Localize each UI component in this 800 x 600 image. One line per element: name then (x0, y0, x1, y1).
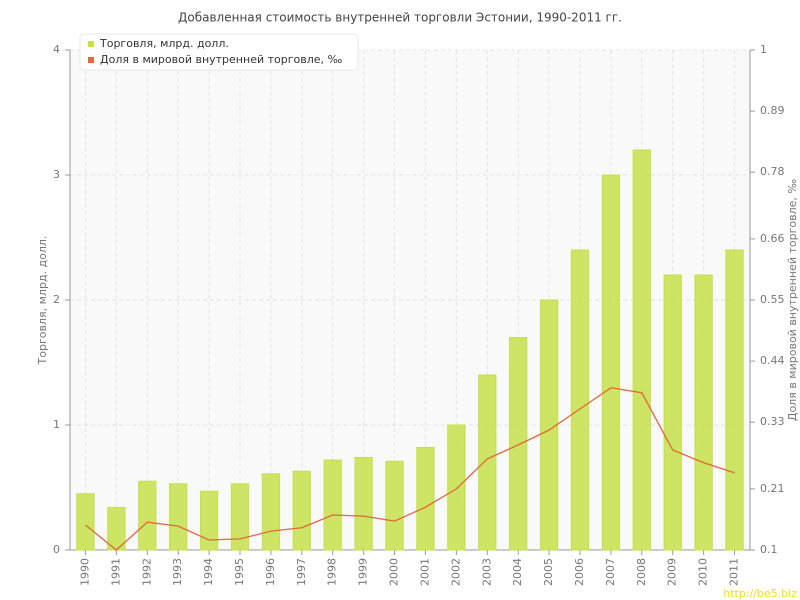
x-tick-label: 1991 (109, 558, 122, 586)
legend-swatch (88, 57, 94, 63)
bar (323, 459, 342, 551)
y2-tick-label: 0.78 (760, 165, 785, 178)
y-axis-label: Торговля, млрд. долл. (36, 236, 49, 366)
bar (199, 490, 219, 551)
x-tick-label: 1998 (326, 558, 339, 586)
bar (107, 507, 126, 551)
bar (292, 470, 311, 551)
bar (725, 249, 744, 551)
x-tick-label: 2005 (542, 558, 555, 586)
y2-tick-label: 0.44 (760, 354, 785, 367)
y-tick-label: 4 (53, 43, 60, 56)
y-tick-label: 0 (53, 543, 60, 556)
bar (416, 447, 435, 551)
x-tick-label: 1997 (295, 558, 308, 586)
y2-tick-label: 0.1 (760, 543, 778, 556)
bar (169, 483, 188, 551)
y2-axis-label: Доля в мировой внутренней торговле, ‰ (786, 179, 799, 422)
x-tick-label: 2000 (388, 558, 401, 586)
x-tick-label: 2010 (697, 558, 710, 586)
bar (138, 480, 157, 551)
bar (509, 337, 528, 551)
chart-title: Добавленная стоимость внутренней торговл… (178, 11, 622, 25)
bar (230, 483, 250, 551)
y2-tick-label: 0.21 (760, 482, 785, 495)
legend-box (79, 33, 359, 71)
bar (539, 299, 559, 551)
x-tick-label: 1990 (78, 558, 91, 586)
x-tick-label: 2006 (573, 558, 586, 586)
x-tick-label: 1996 (264, 558, 277, 586)
bar (385, 460, 404, 551)
bar (354, 457, 373, 551)
bar (570, 249, 590, 551)
x-tick-label: 2004 (511, 558, 524, 586)
y2-tick-label: 1 (760, 43, 767, 56)
bar (694, 274, 713, 551)
x-tick-label: 2009 (666, 558, 679, 586)
y-tick-label: 1 (53, 418, 60, 431)
legend-label: Торговля, млрд. долл. (99, 37, 229, 50)
x-tick-label: 2001 (418, 558, 431, 586)
x-tick-label: 2002 (449, 558, 462, 586)
x-tick-label: 1992 (140, 558, 153, 586)
y-tick-label: 2 (53, 293, 60, 306)
x-tick-label: 2011 (728, 558, 741, 586)
y2-tick-label: 0.55 (760, 293, 785, 306)
bar (261, 473, 281, 551)
x-tick-label: 1993 (171, 558, 184, 586)
legend-label: Доля в мировой внутренней торговле, ‰ (100, 53, 343, 66)
x-tick-label: 1999 (357, 558, 370, 586)
bar (76, 493, 95, 551)
y2-tick-label: 0.89 (760, 104, 785, 117)
x-tick-label: 1995 (233, 558, 246, 586)
bar (478, 374, 497, 551)
y2-tick-label: 0.66 (760, 232, 785, 245)
bar (447, 424, 466, 551)
line (85, 387, 735, 551)
watermark: http://be5.biz (723, 587, 797, 600)
bar (663, 274, 682, 551)
bar (632, 149, 651, 551)
x-tick-label: 2008 (635, 558, 648, 586)
bar (601, 174, 621, 551)
y-tick-label: 3 (53, 168, 60, 181)
legend-swatch (88, 41, 94, 47)
x-tick-label: 2003 (480, 558, 493, 586)
x-tick-label: 1994 (202, 558, 215, 586)
y2-tick-label: 0.33 (760, 415, 785, 428)
x-tick-label: 2007 (604, 558, 617, 586)
